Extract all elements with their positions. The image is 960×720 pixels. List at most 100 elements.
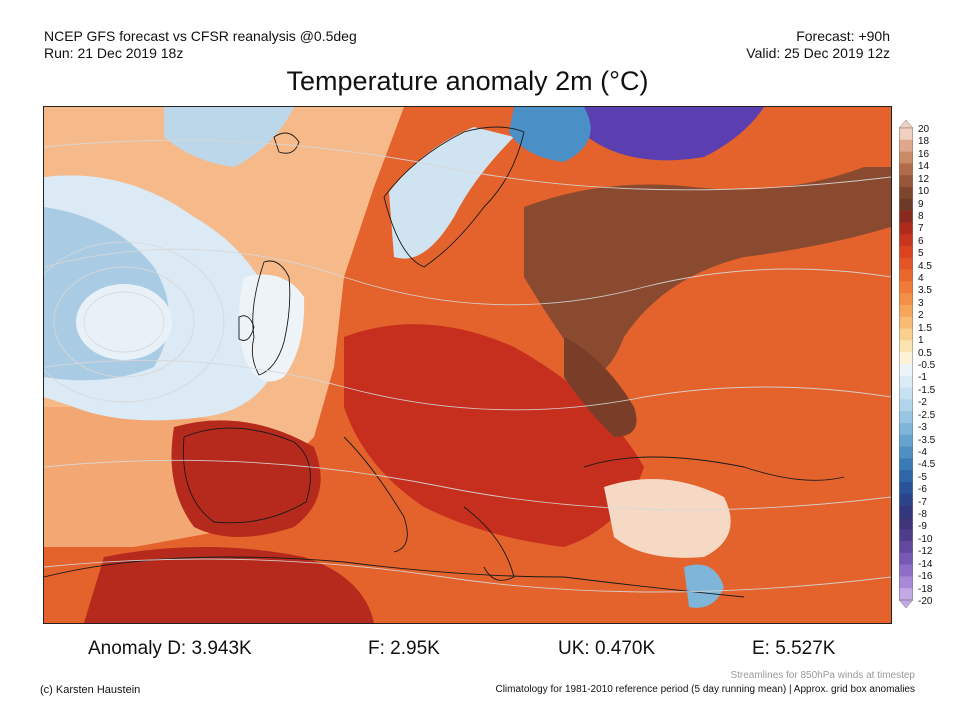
colorbar-segment: [899, 316, 913, 329]
colorbar-segment: [899, 517, 913, 530]
map-title: Temperature anomaly 2m (°C): [286, 66, 649, 96]
colorbar-segment: [899, 281, 913, 294]
colorbar-label: 4: [918, 273, 924, 285]
colorbar-label: -4.5: [918, 459, 936, 471]
streamline: [44, 459, 891, 511]
colorbar-label: 8: [918, 210, 924, 222]
arctic-blue: [509, 107, 591, 162]
streamline-loop: [83, 291, 165, 353]
colorbar-label: -16: [918, 571, 933, 583]
colorbar-segment: [899, 375, 913, 388]
colorbar-label: 12: [918, 173, 930, 185]
uk-anomaly: [239, 274, 305, 382]
streamline-loop: [44, 241, 225, 403]
colorbar: [899, 120, 913, 608]
iceland-coast: [273, 132, 300, 154]
colorbar-label: 3.5: [918, 285, 932, 297]
colorbar-segment: [899, 505, 913, 518]
colorbar-segment: [899, 446, 913, 459]
black-sea-coast: [583, 456, 845, 481]
colorbar-segment: [899, 246, 913, 259]
colorbar-segment: [899, 352, 913, 365]
colorbar-segment: [899, 434, 913, 447]
anomaly-d-stat: Anomaly D: 3.943K: [88, 638, 252, 659]
colorbar-label: 18: [918, 136, 930, 148]
colorbar-label: -1: [918, 372, 927, 384]
colorbar-segment: [899, 423, 913, 436]
colorbar-segment: [899, 198, 913, 211]
colorbar-segment: [899, 269, 913, 282]
turkey-pale-patch: [604, 479, 731, 558]
colorbar-segment: [899, 128, 913, 141]
colorbar-top-arrow: [899, 120, 913, 129]
uk-coast: [251, 260, 291, 376]
colorbar-label: 10: [918, 186, 930, 198]
scandinavia-coast: [383, 126, 525, 268]
colorbar-label: -20: [918, 596, 933, 607]
colorbar-segment: [899, 364, 913, 377]
climatology-note: Climatology for 1981-2010 reference peri…: [495, 684, 915, 695]
credit: (c) Karsten Haustein: [40, 684, 141, 696]
colorbar-label: -10: [918, 533, 933, 545]
russia-brown: [524, 167, 891, 373]
valid-line: Valid: 25 Dec 2019 12z: [746, 45, 890, 61]
colorbar-label: -4: [918, 446, 927, 458]
colorbar-labels: 20 18 16 14 12 10 9 8 7 6 5 4.5 4 3.5 3 2 1.5 1 0.5 -0.5 -1-…: [918, 125, 960, 607]
coastlines: [44, 126, 845, 598]
colorbar-label: 6: [918, 235, 924, 247]
forecast-line: Forecast: +90h: [796, 28, 890, 44]
colorbar-segment: [899, 222, 913, 235]
iberia-coast: [182, 427, 311, 524]
colorbar-label: -7: [918, 496, 927, 508]
north-cool-patch: [164, 107, 294, 167]
streamline: [44, 248, 891, 306]
colorbar-segment: [899, 305, 913, 318]
colorbar-label: -18: [918, 583, 933, 595]
colorbar-segment: [899, 293, 913, 306]
colorbar-segment: [899, 175, 913, 188]
greece-coast: [463, 506, 515, 581]
colorbar-segment: [899, 210, 913, 223]
iberia-hot: [171, 420, 321, 537]
model-line: NCEP GFS forecast vs CFSR reanalysis @0.…: [44, 28, 357, 44]
colorbar-label: 5: [918, 248, 924, 260]
colorbar-segment: [899, 187, 913, 200]
header-right: Forecast: +90h Valid: 25 Dec 2019 12z: [746, 28, 890, 62]
streamline-note: Streamlines for 850hPa winds at timestep: [730, 670, 915, 681]
colorbar-label: 2: [918, 310, 924, 322]
colorbar-segment: [899, 257, 913, 270]
colorbar-label: -8: [918, 509, 927, 521]
colorbar-label: -1.5: [918, 384, 936, 396]
colorbar-segment: [899, 340, 913, 353]
colorbar-label: -9: [918, 521, 927, 533]
header-left: NCEP GFS forecast vs CFSR reanalysis @0.…: [44, 28, 357, 62]
colorbar-label: -2: [918, 397, 927, 409]
italy-coast: [343, 436, 408, 553]
colorbar-label: 7: [918, 223, 924, 235]
colorbar-label: -3.5: [918, 434, 936, 446]
colorbar-segment: [899, 163, 913, 176]
north-africa-hot: [84, 547, 374, 623]
central-europe-hot: [344, 324, 644, 547]
colorbar-segment: [899, 151, 913, 164]
colorbar-segment: [899, 576, 913, 589]
ireland-coast: [238, 315, 255, 341]
anomaly-map: [43, 106, 892, 624]
colorbar-segment: [899, 588, 913, 601]
colorbar-label: -5: [918, 471, 927, 483]
colorbar-segment: [899, 564, 913, 577]
colorbar-label: 16: [918, 148, 930, 160]
anomaly-e-stat: E: 5.527K: [752, 638, 836, 659]
colorbar-label: 3: [918, 297, 924, 309]
colorbar-segment: [899, 328, 913, 341]
colorbar-segment: [899, 234, 913, 247]
colorbar-segment: [899, 529, 913, 542]
colorbar-segment: [899, 470, 913, 483]
anomaly-uk-stat: UK: 0.470K: [558, 638, 656, 659]
run-line: Run: 21 Dec 2019 18z: [44, 45, 184, 61]
streamline: [44, 558, 891, 593]
colorbar-label: 1.5: [918, 322, 932, 334]
streamline: [44, 139, 891, 191]
colorbar-label: -6: [918, 484, 927, 496]
colorbar-label: 0.5: [918, 347, 932, 359]
